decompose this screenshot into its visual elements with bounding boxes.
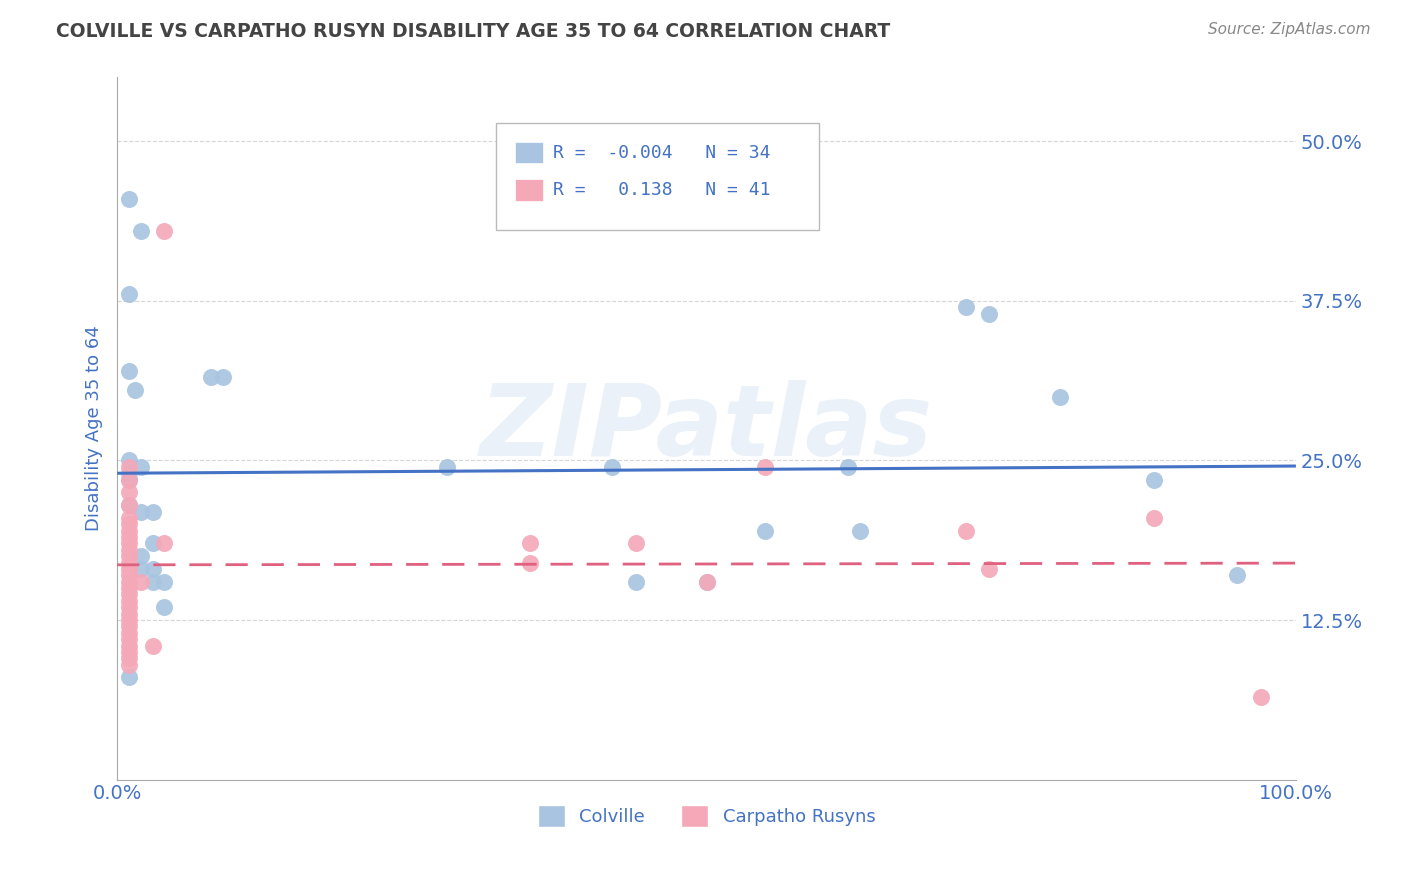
- Legend: Colville, Carpatho Rusyns: Colville, Carpatho Rusyns: [530, 797, 883, 834]
- Point: [1049, 390, 1071, 404]
- Point: [118, 613, 141, 627]
- Point: [118, 600, 141, 615]
- Point: [141, 574, 163, 589]
- Text: ZIPatlas: ZIPatlas: [479, 380, 934, 477]
- Point: [118, 587, 141, 601]
- Point: [979, 562, 1001, 576]
- Point: [129, 224, 152, 238]
- Point: [200, 370, 222, 384]
- Point: [837, 459, 859, 474]
- Point: [129, 459, 152, 474]
- Point: [118, 639, 141, 653]
- Point: [1226, 568, 1249, 582]
- Point: [955, 524, 977, 538]
- Point: [118, 562, 141, 576]
- Point: [129, 562, 152, 576]
- Point: [118, 459, 141, 474]
- Point: [129, 549, 152, 564]
- Point: [129, 504, 152, 518]
- Point: [141, 536, 163, 550]
- Point: [118, 536, 141, 550]
- Point: [118, 574, 141, 589]
- Point: [519, 556, 541, 570]
- Point: [118, 657, 141, 672]
- Point: [118, 473, 141, 487]
- Point: [118, 498, 141, 512]
- Point: [696, 574, 718, 589]
- Point: [153, 600, 176, 615]
- Text: COLVILLE VS CARPATHO RUSYN DISABILITY AGE 35 TO 64 CORRELATION CHART: COLVILLE VS CARPATHO RUSYN DISABILITY AG…: [56, 22, 890, 41]
- Point: [1250, 690, 1272, 704]
- Point: [624, 574, 647, 589]
- Point: [118, 287, 141, 301]
- Point: [129, 574, 152, 589]
- Point: [600, 459, 623, 474]
- Point: [118, 645, 141, 659]
- Point: [849, 524, 872, 538]
- Point: [118, 473, 141, 487]
- Point: [118, 556, 141, 570]
- Point: [754, 524, 776, 538]
- Point: [118, 364, 141, 378]
- Point: [118, 453, 141, 467]
- Point: [696, 574, 718, 589]
- Point: [153, 224, 176, 238]
- Point: [118, 530, 141, 544]
- Text: Source: ZipAtlas.com: Source: ZipAtlas.com: [1208, 22, 1371, 37]
- Point: [118, 485, 141, 500]
- Point: [754, 459, 776, 474]
- Point: [118, 671, 141, 685]
- Point: [979, 307, 1001, 321]
- Point: [118, 594, 141, 608]
- Point: [118, 549, 141, 564]
- Point: [118, 607, 141, 621]
- Point: [118, 517, 141, 532]
- Point: [118, 568, 141, 582]
- Point: [141, 504, 163, 518]
- Point: [624, 536, 647, 550]
- Point: [153, 574, 176, 589]
- Point: [212, 370, 235, 384]
- Point: [118, 625, 141, 640]
- Point: [118, 619, 141, 633]
- Point: [955, 300, 977, 314]
- Point: [118, 192, 141, 206]
- Point: [436, 459, 458, 474]
- Point: [118, 542, 141, 557]
- Y-axis label: Disability Age 35 to 64: Disability Age 35 to 64: [86, 326, 103, 532]
- Point: [153, 536, 176, 550]
- Point: [118, 581, 141, 595]
- Point: [141, 562, 163, 576]
- Point: [519, 536, 541, 550]
- Text: R =  -0.004   N = 34: R = -0.004 N = 34: [554, 144, 770, 161]
- Point: [1143, 511, 1166, 525]
- Point: [1143, 473, 1166, 487]
- Point: [141, 639, 163, 653]
- Point: [118, 467, 141, 481]
- Point: [118, 632, 141, 647]
- Point: [124, 383, 146, 397]
- Point: [118, 498, 141, 512]
- Text: R =   0.138   N = 41: R = 0.138 N = 41: [554, 181, 770, 199]
- Point: [118, 524, 141, 538]
- Point: [118, 511, 141, 525]
- Point: [118, 651, 141, 665]
